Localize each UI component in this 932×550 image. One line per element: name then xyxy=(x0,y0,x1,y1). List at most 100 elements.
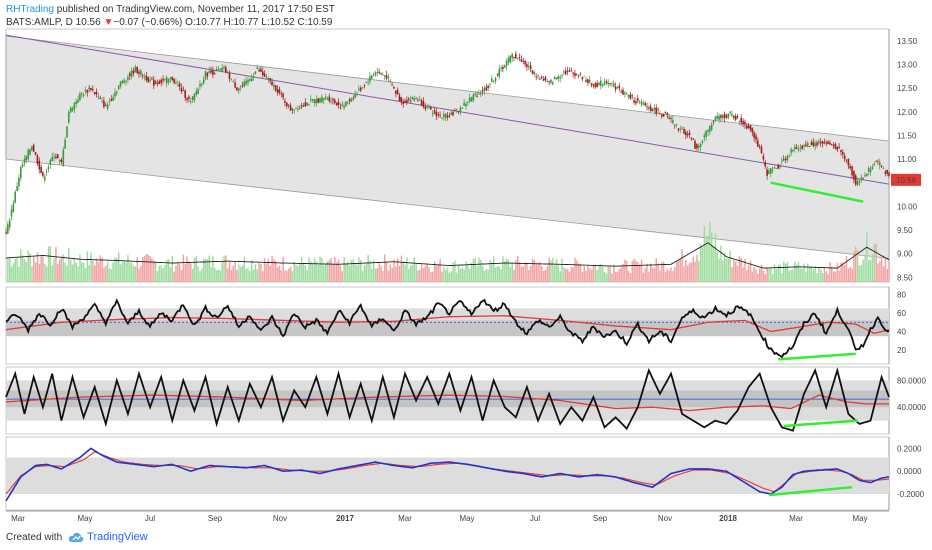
volume-bar xyxy=(18,266,20,282)
candle-body xyxy=(840,150,842,152)
candle-body xyxy=(140,70,142,75)
candle-body xyxy=(239,86,242,88)
candle-body xyxy=(204,71,207,80)
candle-body xyxy=(247,79,249,84)
volume-bar xyxy=(129,262,131,282)
volume-bar xyxy=(409,265,412,282)
volume-bar xyxy=(14,259,16,282)
volume-bar xyxy=(694,261,696,282)
candle-body xyxy=(175,82,177,84)
volume-bar xyxy=(336,262,338,282)
volume-bar xyxy=(836,262,839,282)
volume-bar xyxy=(873,243,875,282)
volume-bar xyxy=(524,262,526,282)
volume-bar xyxy=(214,267,216,282)
candle-body xyxy=(524,60,526,65)
candle-body xyxy=(734,116,737,120)
volume-bar xyxy=(877,263,879,282)
volume-bar xyxy=(598,264,600,282)
candle-body xyxy=(180,87,183,92)
volume-bar xyxy=(731,267,733,282)
volume-bar xyxy=(228,261,231,282)
candle-body xyxy=(324,96,327,99)
volume-bar xyxy=(184,263,186,282)
volume-bar xyxy=(433,261,436,282)
candle-body xyxy=(509,55,512,63)
volume-bar xyxy=(832,271,835,282)
volume-bar xyxy=(252,269,255,282)
volume-bar xyxy=(457,264,460,282)
price-label: 10.56 xyxy=(75,17,101,28)
candle-body xyxy=(27,150,29,159)
price-panel[interactable]: 13.5013.0012.5012.0011.5011.0010.5010.00… xyxy=(5,28,921,283)
rsi-panel[interactable]: 80 60 40 20 xyxy=(5,286,906,365)
candle-body xyxy=(97,96,100,98)
candle-body xyxy=(387,76,390,79)
candle-body xyxy=(596,83,598,88)
candle-body xyxy=(720,115,722,118)
candle-body xyxy=(784,158,787,160)
candle-body xyxy=(540,76,543,78)
candle-body xyxy=(513,57,515,59)
author-link[interactable]: RHTrading xyxy=(6,4,54,15)
volume-bar xyxy=(550,260,552,282)
candle-body xyxy=(677,128,680,131)
volume-bar xyxy=(465,261,467,282)
volume-bar xyxy=(110,269,113,282)
volume-bar xyxy=(681,248,683,282)
volume-bar xyxy=(40,254,42,282)
stoch-panel[interactable]: 80.0000 40.0000 xyxy=(5,366,926,435)
volume-bar xyxy=(293,262,295,282)
price-tick-label: 9.50 xyxy=(897,226,913,235)
volume-bar xyxy=(42,256,44,282)
cloud-icon xyxy=(68,532,84,542)
candle-body xyxy=(539,78,541,80)
candle-body xyxy=(300,105,303,107)
candle-body xyxy=(832,145,835,146)
candle-body xyxy=(71,108,74,111)
candle-body xyxy=(295,107,297,109)
volume-bar xyxy=(868,259,870,282)
volume-bar xyxy=(770,267,772,282)
candle-body xyxy=(348,99,351,102)
candle-body xyxy=(531,70,534,74)
candle-body xyxy=(782,159,785,161)
volume-bar xyxy=(251,260,253,282)
macd-panel[interactable]: 0.2000 0.0000 -0.2000 xyxy=(5,436,925,511)
volume-bar xyxy=(180,270,183,282)
candle-body xyxy=(747,126,750,129)
volume-bar xyxy=(459,268,462,282)
volume-bar xyxy=(245,268,247,282)
candle-body xyxy=(869,169,872,173)
candle-body xyxy=(675,123,678,125)
candle-body xyxy=(757,140,759,147)
time-axis[interactable]: Mar May Jul Sep Nov 2017 Mar May Jul Sep Nov 2018 Ma… xyxy=(6,510,889,523)
candles xyxy=(5,50,890,235)
candle-body xyxy=(814,143,816,147)
candle-body xyxy=(699,144,702,147)
volume-bar xyxy=(297,265,299,282)
volume-bar xyxy=(557,265,560,282)
volume-bar xyxy=(167,259,170,282)
volume-bar xyxy=(596,270,598,282)
candle-body xyxy=(346,102,349,104)
volume-bar xyxy=(821,273,824,282)
candle-body xyxy=(263,73,266,77)
tradingview-logo[interactable]: TradingView xyxy=(68,531,148,543)
candle-body xyxy=(376,72,379,73)
candle-body xyxy=(444,113,447,118)
time-tick-label: May xyxy=(77,514,92,523)
stoch-tick-label: 40.0000 xyxy=(897,403,926,412)
candle-body xyxy=(374,72,377,76)
candle-body xyxy=(371,76,373,79)
candle-body xyxy=(537,75,539,77)
volume-bar xyxy=(775,268,778,282)
rsi-tick-label: 60 xyxy=(897,309,906,318)
time-tick-label: Sep xyxy=(593,514,608,523)
candle-body xyxy=(459,107,462,113)
volume-bar xyxy=(241,265,244,282)
volume-bar xyxy=(47,246,50,282)
candle-body xyxy=(121,80,124,84)
volume-bar xyxy=(108,268,111,282)
